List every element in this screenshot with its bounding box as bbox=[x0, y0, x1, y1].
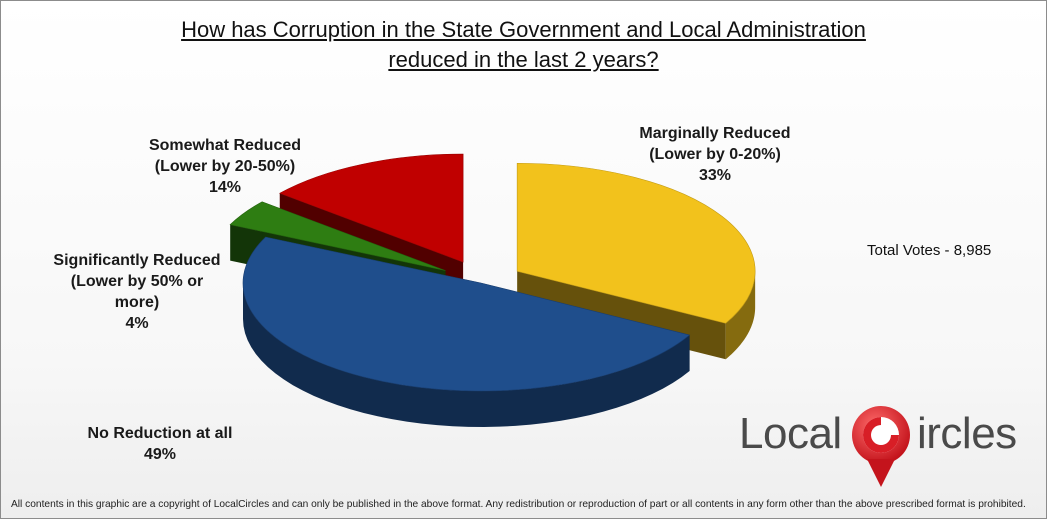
pie-slice-top bbox=[242, 236, 691, 392]
slice-label-value: 49% bbox=[143, 446, 177, 463]
pie-slice-outer-wall bbox=[243, 283, 690, 427]
slice-label-marginally-reduced: Marginally Reduced (Lower by 0-20%) 33% bbox=[617, 123, 813, 186]
chart-title-line-1: How has Corruption in the State Governme… bbox=[181, 17, 866, 42]
logo-text-ircles: ircles bbox=[917, 409, 1017, 458]
slice-label-name-line: (Lower by 50% or bbox=[70, 273, 204, 290]
pie-slice-outer-wall bbox=[725, 271, 756, 360]
chart-title: How has Corruption in the State Governme… bbox=[61, 15, 986, 75]
pie-slice-top bbox=[279, 153, 464, 263]
slice-label-value: 33% bbox=[698, 167, 732, 184]
slice-label-somewhat-reduced: Somewhat Reduced (Lower by 20-50%) 14% bbox=[125, 135, 325, 198]
logo-text-local: Local bbox=[739, 409, 842, 458]
slice-label-name-line: Somewhat Reduced bbox=[148, 137, 302, 154]
total-votes-annotation: Total Votes - 8,985 bbox=[867, 242, 992, 259]
slice-label-significantly-reduced: Significantly Reduced (Lower by 50% or m… bbox=[37, 250, 237, 334]
pie-slice-top bbox=[516, 162, 756, 324]
localcircles-logo: Local ircles bbox=[739, 399, 1039, 489]
slice-label-name-line: more) bbox=[114, 294, 160, 311]
slice-label-value: 4% bbox=[125, 315, 149, 332]
slice-label-no-reduction: No Reduction at all 49% bbox=[65, 423, 255, 465]
slice-label-name-line: Marginally Reduced bbox=[639, 125, 791, 142]
slice-label-name-line: Significantly Reduced bbox=[53, 252, 221, 269]
slice-label-name-line: (Lower by 20-50%) bbox=[154, 158, 296, 175]
chart-title-line-2: reduced in the last 2 years? bbox=[388, 47, 659, 72]
slice-label-name-line: No Reduction at all bbox=[87, 425, 233, 442]
slice-label-value: 14% bbox=[208, 179, 242, 196]
slice-label-name-line: (Lower by 0-20%) bbox=[649, 146, 781, 163]
copyright-footer: All contents in this graphic are a copyr… bbox=[11, 499, 1026, 510]
pie-slice-top bbox=[229, 201, 446, 271]
location-pin-icon bbox=[852, 406, 910, 487]
